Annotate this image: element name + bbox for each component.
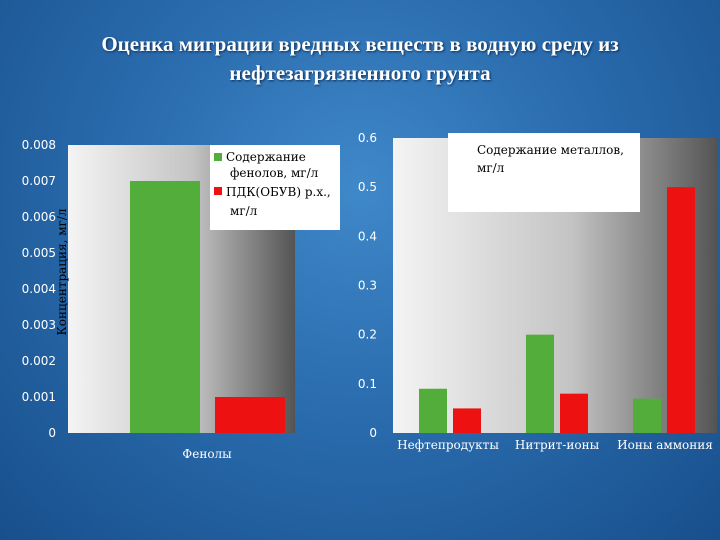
chart1-y-tick-3: 0.005 <box>22 246 56 260</box>
chart2-legend: Содержание металлов, мг/л <box>448 133 640 212</box>
chart2-y-tick-0: 0.6 <box>358 131 377 145</box>
chart1-y-tick-0: 0.008 <box>22 138 56 152</box>
legend-phenols-line2: фенолов, мг/л <box>230 166 319 180</box>
chart2-y-tick-3: 0.3 <box>358 279 377 293</box>
legend-mpc-line2: мг/л <box>230 204 258 218</box>
chart2-y-ticks: 0.6 0.5 0.4 0.3 0.2 0.1 0 <box>358 131 377 440</box>
chart1-bars <box>130 181 285 433</box>
chart2-bar-mpc-2 <box>667 187 695 433</box>
chart1-y-tick-7: 0.001 <box>22 390 56 404</box>
legend-phenols-line1: Содержание <box>226 150 306 164</box>
chart2-bar-mpc-1 <box>560 393 588 433</box>
chart1-y-axis-label: Концентрация, мг/л <box>55 208 69 335</box>
chart1-y-tick-8: 0 <box>48 426 56 440</box>
chart1-y-tick-1: 0.007 <box>22 174 56 188</box>
chart1-y-ticks: 0.008 0.007 0.006 0.005 0.004 0.003 0.002 0.001… <box>22 138 56 440</box>
chart2-bar-content-0 <box>419 388 447 433</box>
chart2-category-labels: Нефтепродукты Нитрит-ионы Ионы аммония <box>397 438 713 452</box>
chart2-y-tick-4: 0.2 <box>358 328 377 342</box>
chart2-bar-content-1 <box>526 334 554 433</box>
chart2-y-tick-6: 0 <box>369 426 377 440</box>
chart2-y-tick-1: 0.5 <box>358 180 377 194</box>
chart1-y-tick-2: 0.006 <box>22 210 56 224</box>
chart2-category-label-2: Ионы аммония <box>617 438 713 452</box>
chart2-bar-mpc-0 <box>453 408 481 433</box>
chart2-category-label-0: Нефтепродукты <box>397 438 499 452</box>
chart2-legend-box <box>448 133 640 212</box>
chart2-bar-content-2 <box>633 398 661 433</box>
chart2-y-tick-2: 0.4 <box>358 229 377 243</box>
chart1-category-label: Фенолы <box>182 447 232 461</box>
legend-mpc-line1: ПДК(ОБУВ) р.х., <box>226 185 331 199</box>
chart2-category-label-1: Нитрит-ионы <box>515 438 600 452</box>
chart1-y-tick-5: 0.003 <box>22 318 56 332</box>
chart1-legend: Содержание фенолов, мг/л ПДК(ОБУВ) р.х.,… <box>210 145 340 230</box>
legend-green-swatch <box>214 153 222 161</box>
metals-chart: 0.6 0.5 0.4 0.3 0.2 0.1 0 Нефтепродукты Нитрит-… <box>358 131 717 452</box>
legend-metals-line2: мг/л <box>477 161 505 175</box>
chart1-bar-phenols <box>130 181 200 433</box>
chart1-y-tick-6: 0.002 <box>22 354 56 368</box>
chart2-y-tick-5: 0.1 <box>358 377 377 391</box>
chart1-y-tick-4: 0.004 <box>22 282 56 296</box>
legend-metals-line1: Содержание металлов, <box>477 143 624 157</box>
phenols-chart: 0.008 0.007 0.006 0.005 0.004 0.003 0.002 0.001… <box>22 138 340 461</box>
chart1-legend-box <box>210 145 340 230</box>
chart1-bar-mpc <box>215 397 285 433</box>
legend-red-swatch <box>214 187 222 195</box>
chart2-bars <box>419 187 695 433</box>
slide-title: Оценка миграции вредных веществ в водную… <box>101 32 619 85</box>
